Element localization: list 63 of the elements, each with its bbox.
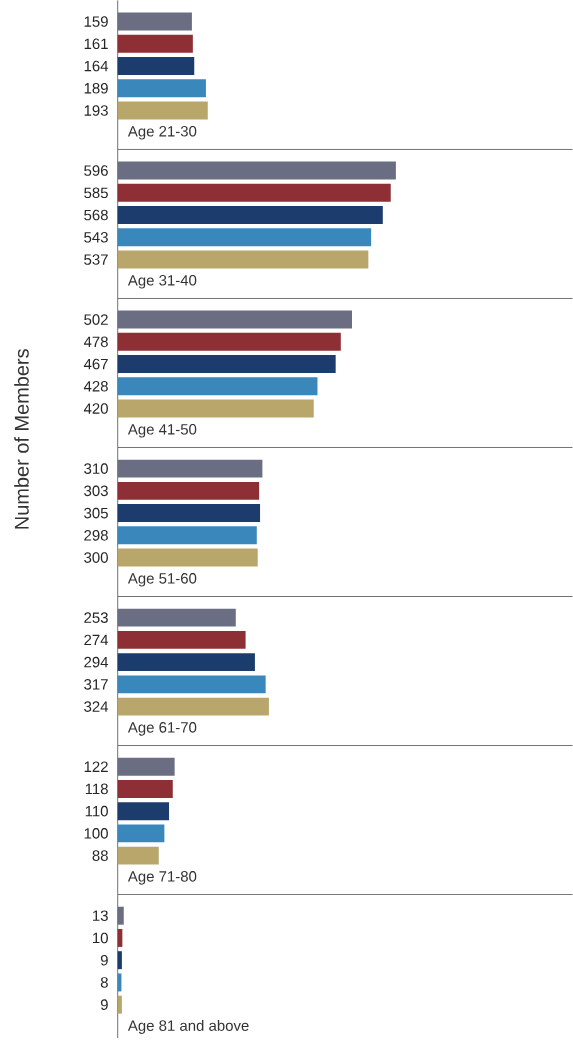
- x-axis-title: Age 61-70: [127, 722, 197, 736]
- data-label: 274: [84, 634, 109, 646]
- bar: [117, 757, 175, 776]
- data-label: 9: [100, 954, 108, 966]
- data-label: 88: [92, 850, 108, 861]
- data-label: 428: [83, 381, 108, 392]
- bar: [117, 332, 341, 351]
- bar: [117, 399, 314, 418]
- x-axis-title: Age 41-50: [127, 424, 197, 438]
- data-label: 300: [84, 552, 108, 563]
- bar: [117, 653, 255, 672]
- bar: [117, 12, 192, 31]
- y-axis-title: Number of Members: [14, 349, 29, 529]
- bar: [117, 355, 336, 374]
- data-label: 161: [84, 38, 108, 50]
- data-label: 298: [84, 530, 108, 541]
- bar: [117, 802, 170, 821]
- x-axis-title: Age 31-40: [127, 275, 197, 289]
- data-label: 568: [84, 209, 108, 221]
- bar: [117, 675, 266, 694]
- bar: [117, 310, 353, 329]
- data-label: 110: [85, 805, 108, 817]
- data-label: 537: [84, 254, 108, 265]
- bar: [117, 824, 165, 843]
- bar: [117, 34, 193, 53]
- data-label: 10: [93, 932, 108, 944]
- data-label: 317: [84, 679, 108, 690]
- bar: [117, 608, 236, 627]
- x-axis-title: Age 51-60: [127, 573, 197, 587]
- data-label: 420: [83, 403, 108, 414]
- data-label: 118: [85, 783, 108, 795]
- bar: [117, 779, 173, 798]
- data-label: 585: [84, 187, 108, 199]
- bar: [117, 630, 246, 649]
- data-label: 596: [84, 165, 108, 176]
- data-label: 310: [84, 463, 108, 474]
- data-label: 100: [84, 828, 108, 839]
- data-label: 253: [84, 612, 108, 623]
- bar: [117, 101, 208, 120]
- data-label: 305: [84, 507, 108, 519]
- data-label: 502: [84, 314, 108, 325]
- data-label: 9: [100, 999, 108, 1010]
- x-axis-title: Age 81 and above: [127, 1019, 249, 1034]
- bar: [117, 377, 318, 396]
- data-label: 303: [84, 485, 108, 497]
- data-label: 467: [83, 358, 108, 370]
- data-label: 543: [84, 231, 108, 243]
- bar: [117, 846, 159, 865]
- bar: [117, 697, 269, 716]
- data-label: 164: [84, 60, 109, 72]
- bar: [117, 57, 195, 75]
- data-label: 13: [93, 910, 108, 921]
- data-label: 324: [84, 701, 109, 712]
- data-label: 8: [100, 977, 108, 988]
- data-label: 193: [84, 105, 108, 116]
- data-label: 478: [83, 336, 108, 348]
- data-label: 189: [84, 82, 108, 94]
- data-label: 294: [84, 656, 109, 668]
- bar: [117, 79, 206, 98]
- x-axis-title: Age 71-80: [127, 871, 197, 885]
- data-label: 122: [84, 761, 108, 772]
- data-label: 159: [84, 16, 108, 27]
- x-axis-title: Age 21-30: [127, 125, 197, 140]
